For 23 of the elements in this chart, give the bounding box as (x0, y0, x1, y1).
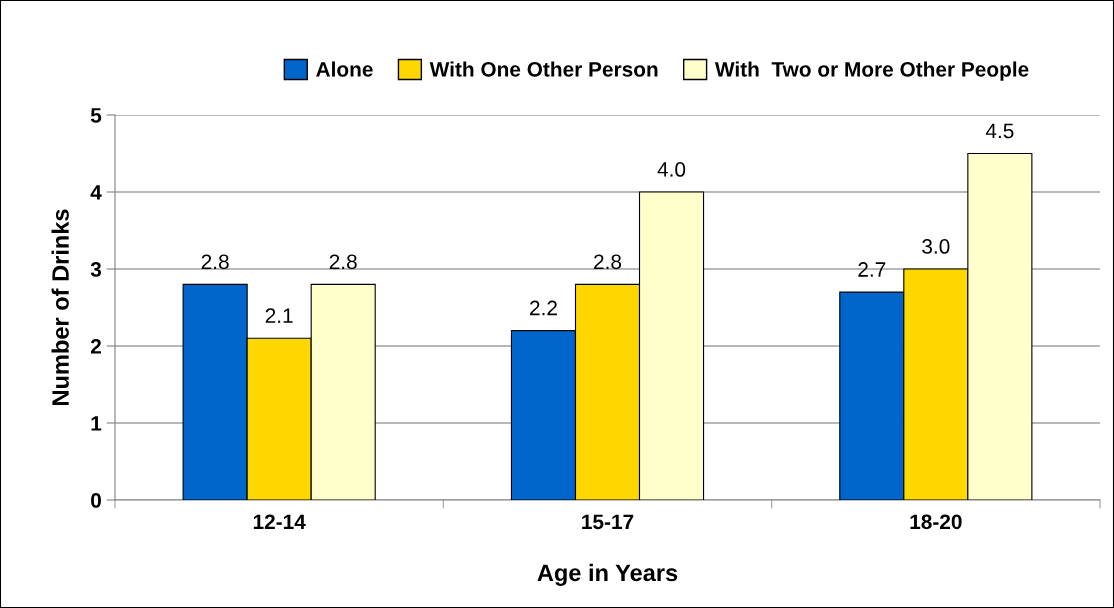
data-label: 2.8 (201, 254, 229, 270)
y-tick-label: 1 (91, 416, 102, 431)
y-tick-label: 4 (90, 185, 102, 200)
legend-label: With Two or More Other People (714, 61, 1029, 81)
y-tick-label: 0 (91, 493, 101, 508)
data-label: 2.8 (329, 254, 357, 270)
data-label: 2.7 (858, 262, 886, 277)
y-tick-label: 2 (90, 339, 101, 354)
data-label: 4.5 (985, 123, 1014, 139)
x-axis-title: Age in Years (537, 563, 678, 586)
data-label: 2.1 (265, 308, 293, 323)
legend-label: With One Other Person (429, 61, 658, 77)
data-label: 2.2 (530, 300, 557, 316)
x-tick-label: 12-14 (253, 514, 306, 529)
y-axis-title: Number of Drinks (51, 209, 69, 405)
data-label: 2.8 (594, 254, 622, 270)
y-tick-label: 5 (90, 108, 102, 123)
x-tick-label: 18-20 (910, 514, 962, 530)
legend-label: Alone (316, 61, 373, 77)
x-tick-label: 15-17 (582, 514, 634, 530)
y-tick-label: 3 (90, 262, 102, 277)
data-label: 3.0 (922, 239, 950, 254)
data-label: 4.0 (657, 162, 686, 177)
